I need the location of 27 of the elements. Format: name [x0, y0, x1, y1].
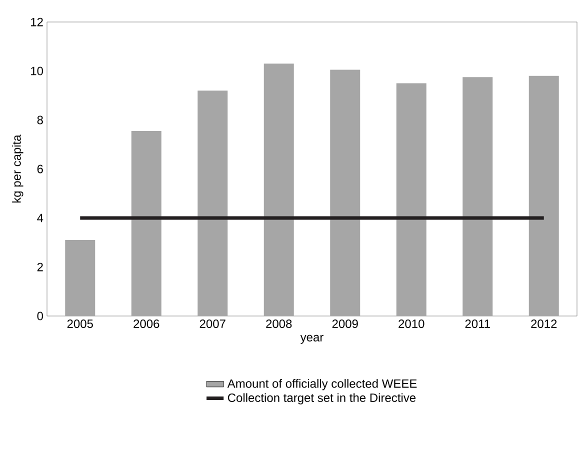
bar: [198, 90, 228, 316]
x-tick-label: 2009: [332, 320, 358, 328]
y-tick-label: 4: [37, 214, 44, 222]
x-tick-label: 2007: [200, 320, 226, 328]
x-tick-label: 2006: [134, 320, 160, 328]
bar: [528, 76, 559, 316]
legend-label: Amount of officially collected WEEE: [227, 379, 417, 390]
x-tick-label: 2005: [67, 320, 93, 328]
y-axis-title: kg per capita: [12, 134, 24, 203]
bar: [131, 131, 162, 316]
y-tick-label: 12: [31, 18, 43, 26]
y-tick-label: 6: [37, 164, 43, 174]
bar: [396, 83, 426, 316]
x-axis-title: year: [300, 334, 324, 344]
legend-label: Collection target set in the Directive: [228, 393, 416, 404]
x-tick-label: 2008: [266, 320, 292, 328]
bar: [264, 64, 294, 316]
bar: [462, 77, 493, 316]
y-tick-label: 0: [37, 312, 44, 320]
bar: [330, 70, 360, 316]
x-tick-label: 2012: [531, 320, 557, 328]
y-tick-label: 8: [37, 116, 43, 124]
x-tick-label: 2011: [465, 320, 490, 328]
x-tick-label: 2010: [398, 320, 424, 328]
y-tick-label: 2: [37, 262, 43, 272]
y-tick-label: 10: [31, 66, 43, 76]
bar: [65, 240, 96, 316]
